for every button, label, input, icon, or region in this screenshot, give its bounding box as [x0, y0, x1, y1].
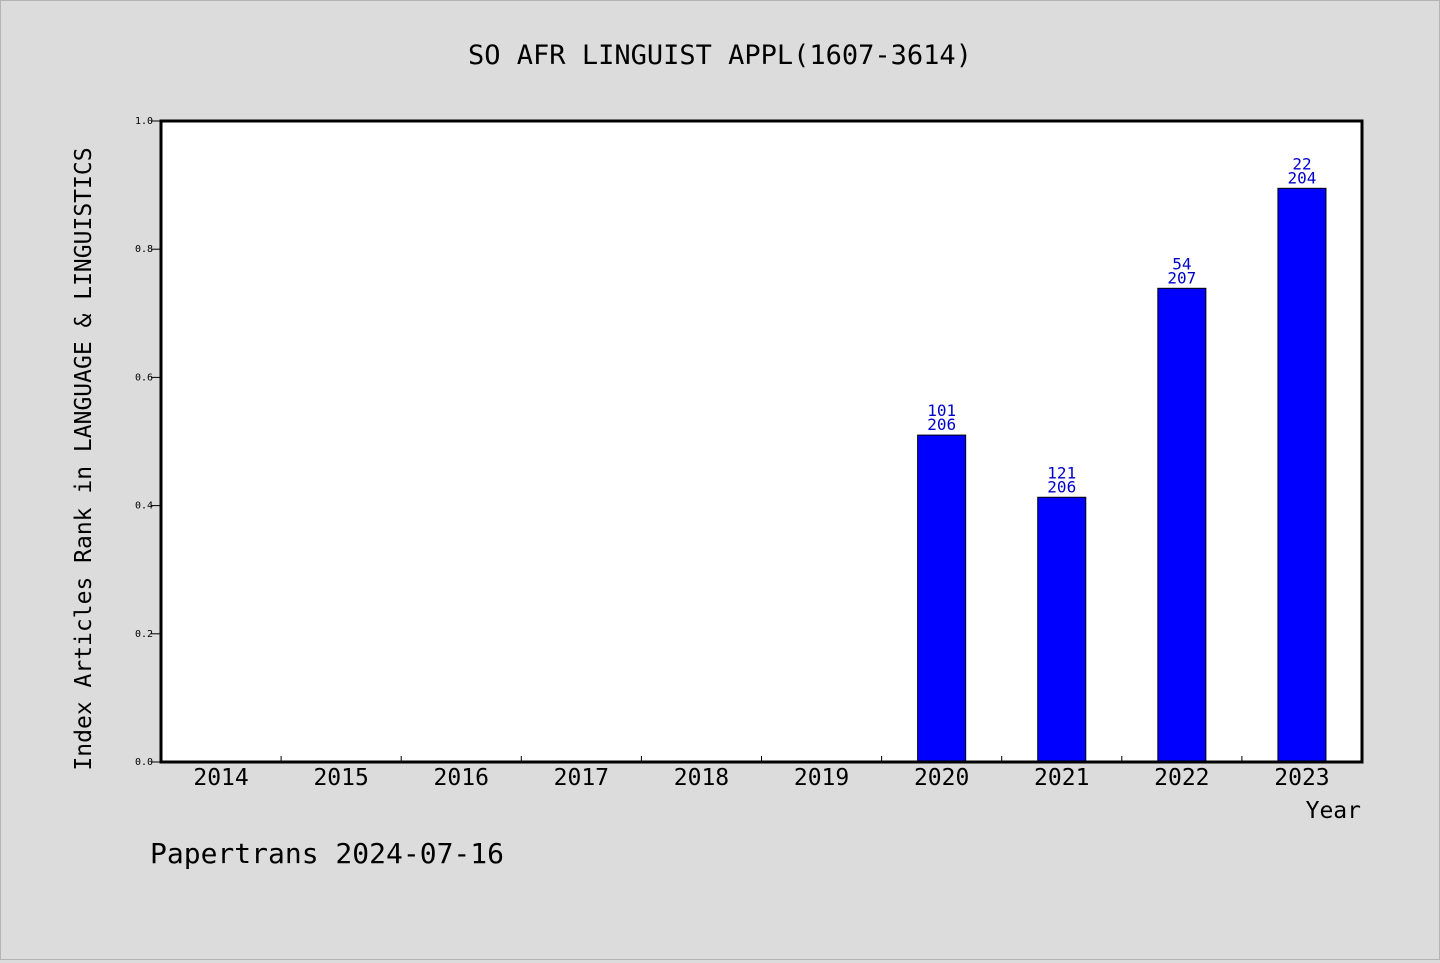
bar-rank-label: 22	[1292, 154, 1311, 173]
bar-total-label: 206	[1047, 477, 1076, 496]
y-axis-label: Index Articles Rank in LANGUAGE & LINGUI…	[71, 147, 97, 770]
x-tick-label: 2017	[554, 765, 609, 791]
bar-2021	[1037, 496, 1087, 763]
footer-credit: Papertrans 2024-07-16	[150, 837, 504, 870]
bar-2023	[1277, 187, 1327, 763]
x-tick-label: 2015	[313, 765, 368, 791]
x-tick-label: 2021	[1034, 765, 1089, 791]
x-tick-label: 2022	[1154, 765, 1209, 791]
x-tick-label: 2016	[434, 765, 489, 791]
bar-rank-label: 54	[1172, 254, 1191, 273]
y-tick-label: 0.2	[135, 629, 153, 640]
x-tick-label: 2023	[1274, 765, 1329, 791]
x-axis-ticks: 2014 2015 2016 2017 2018 2019 2020 2021 2022 2023	[193, 756, 1330, 791]
y-axis-ticks: 0.0 0.2 0.4 0.6 0.8 1.0	[135, 116, 161, 768]
bar-rank-label: 121	[1047, 463, 1076, 482]
bar-total-label: 207	[1167, 268, 1196, 287]
y-tick-label: 0.8	[135, 244, 153, 255]
chart-title: SO AFR LINGUIST APPL(1607-3614)	[468, 40, 972, 71]
x-tick-label: 2020	[914, 765, 969, 791]
y-tick-label: 0.6	[135, 372, 153, 383]
y-tick-label: 1.0	[135, 116, 153, 127]
bar-2022	[1157, 287, 1207, 763]
bar-rank-label: 101	[927, 401, 956, 420]
bar-total-label: 204	[1287, 168, 1316, 187]
y-tick-label: 0.0	[135, 757, 153, 768]
bar-2020	[917, 434, 967, 763]
x-axis-label: Year	[1306, 798, 1361, 824]
bar-total-label: 206	[927, 415, 956, 434]
plot-border	[159, 119, 1364, 764]
y-tick-label: 0.4	[135, 501, 153, 512]
x-tick-label: 2014	[193, 765, 248, 791]
x-tick-label: 2018	[674, 765, 729, 791]
x-tick-label: 2019	[794, 765, 849, 791]
